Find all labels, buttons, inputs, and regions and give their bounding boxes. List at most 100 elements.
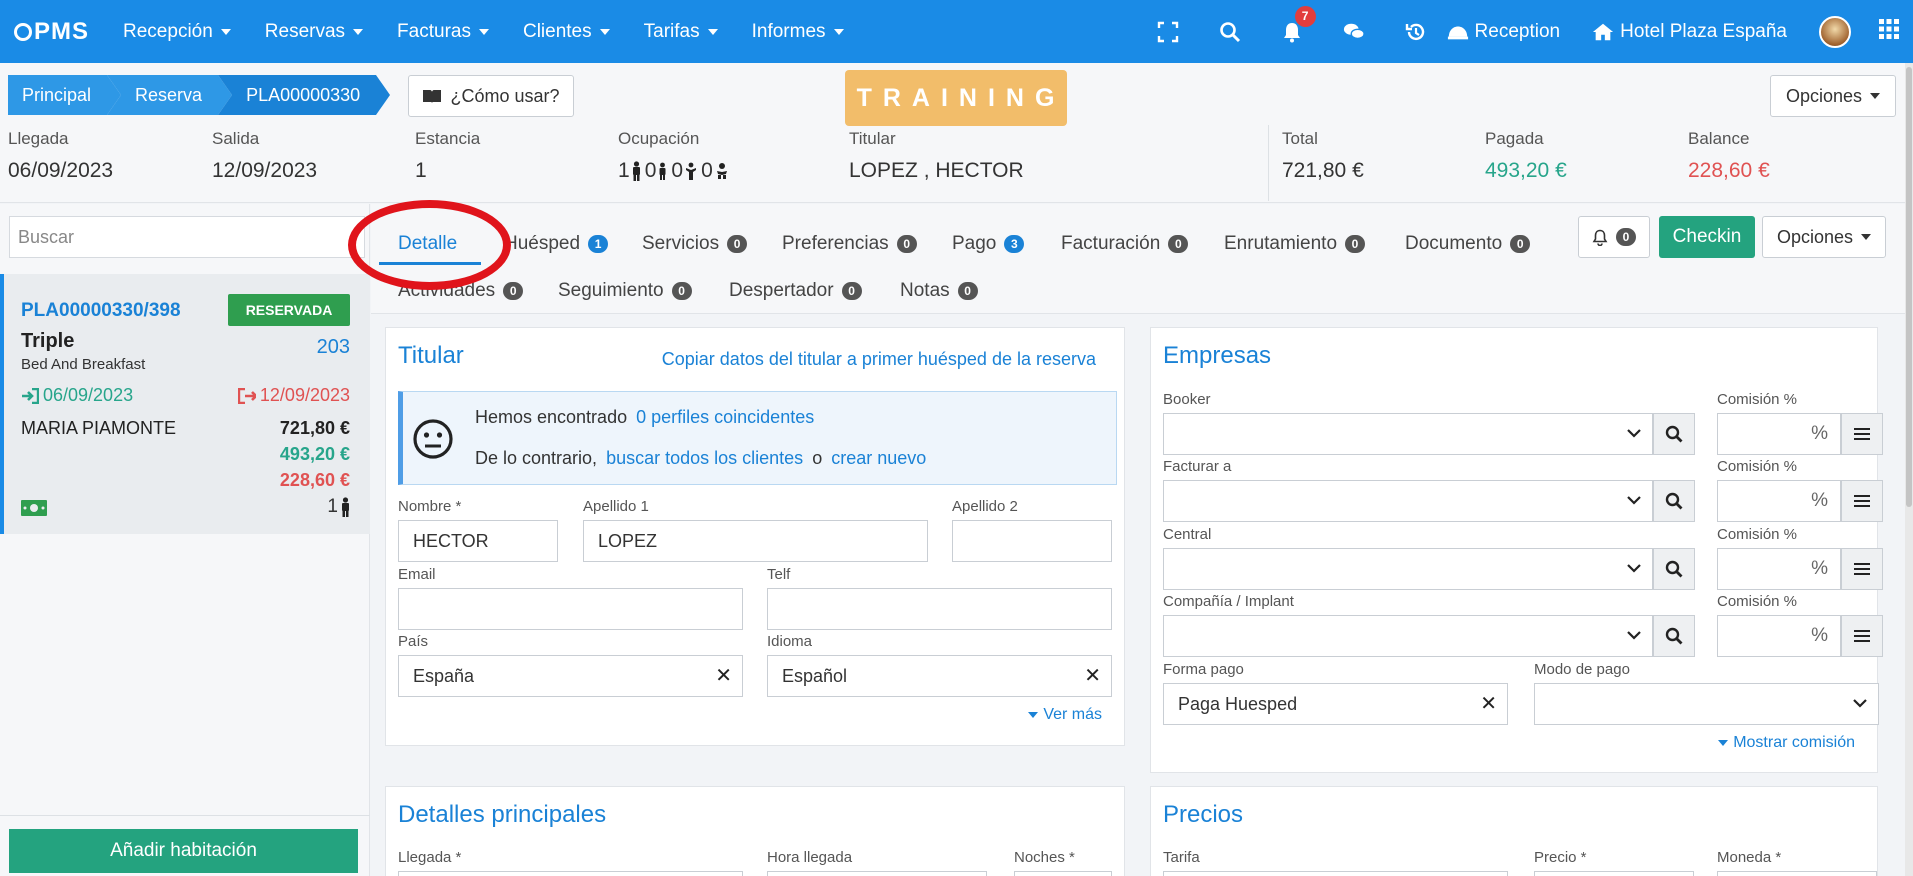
tab-huesped[interactable]: Huésped 1 xyxy=(504,233,609,255)
noches-field[interactable] xyxy=(1014,871,1112,876)
howto-button[interactable]: ¿Cómo usar? xyxy=(408,75,574,117)
clear-icon[interactable]: ✕ xyxy=(1480,693,1497,715)
room-number[interactable]: 203 xyxy=(316,336,350,358)
breadcrumb-principal[interactable]: Principal xyxy=(8,75,122,115)
summary-estancia: Estancia 1 xyxy=(415,129,481,182)
breadcrumb-reserva[interactable]: Reserva xyxy=(107,75,233,115)
facturar-select[interactable] xyxy=(1163,480,1653,522)
history-icon[interactable] xyxy=(1385,20,1447,43)
search-input[interactable]: Buscar xyxy=(9,216,365,258)
pais-select[interactable]: España ✕ xyxy=(398,655,743,697)
empresas-title: Empresas xyxy=(1163,342,1272,369)
add-room-button[interactable]: Añadir habitación xyxy=(9,829,358,873)
tarifa-select[interactable] xyxy=(1163,871,1508,876)
facturar-menu-button[interactable] xyxy=(1841,480,1883,522)
chat-icon[interactable] xyxy=(1323,20,1385,43)
children-count: 0 xyxy=(671,159,684,182)
summary-titular: Titular LOPEZ , HECTOR xyxy=(849,129,1024,182)
app-logo[interactable]: PMS xyxy=(14,18,89,46)
booker-search-button[interactable] xyxy=(1653,413,1695,455)
apellido1-field[interactable]: LOPEZ xyxy=(583,520,928,562)
bell-icon[interactable]: 7 xyxy=(1261,6,1323,43)
matching-profiles-link[interactable]: 0 perfiles coincidentes xyxy=(636,407,815,427)
menu-tarifas[interactable]: Tarifas xyxy=(644,21,718,43)
booker-comision-field[interactable]: % xyxy=(1717,413,1841,455)
menu-reservas[interactable]: Reservas xyxy=(265,21,364,43)
menu-recepcion[interactable]: Recepción xyxy=(123,21,231,43)
user-avatar[interactable] xyxy=(1819,15,1851,48)
summary-salida: Salida 12/09/2023 xyxy=(212,129,318,182)
summary-divider xyxy=(1268,125,1269,201)
tab-detalle[interactable]: Detalle xyxy=(398,233,458,254)
hamburger-icon xyxy=(1854,630,1870,642)
summary-pagada: Pagada 493,20 € xyxy=(1485,129,1567,182)
chevron-down-icon xyxy=(353,28,364,35)
apellido2-field[interactable] xyxy=(952,520,1112,562)
idioma-select[interactable]: Español ✕ xyxy=(767,655,1112,697)
search-icon[interactable] xyxy=(1199,20,1261,43)
page-scrollbar[interactable] xyxy=(1905,63,1913,876)
chevron-down-icon xyxy=(478,28,489,35)
hotel-selector[interactable]: Hotel Plaza España xyxy=(1592,21,1787,43)
central-select[interactable] xyxy=(1163,548,1653,590)
scrollbar-thumb[interactable] xyxy=(1906,67,1912,507)
email-field[interactable] xyxy=(398,588,743,630)
facturar-comision-field[interactable]: % xyxy=(1717,480,1841,522)
tab-pago[interactable]: Pago 3 xyxy=(952,233,1025,255)
central-menu-button[interactable] xyxy=(1841,548,1883,590)
compania-menu-button[interactable] xyxy=(1841,615,1883,657)
booker-menu-button[interactable] xyxy=(1841,413,1883,455)
tab-enrutamiento[interactable]: Enrutamiento 0 xyxy=(1224,233,1366,255)
central-comision-field[interactable]: % xyxy=(1717,548,1841,590)
forma-pago-select[interactable]: Paga Huesped ✕ xyxy=(1163,683,1508,725)
modo-pago-select[interactable] xyxy=(1534,683,1879,725)
search-icon xyxy=(1665,425,1683,443)
menu-informes[interactable]: Informes xyxy=(752,21,844,43)
telf-field[interactable] xyxy=(767,588,1112,630)
fullscreen-icon[interactable] xyxy=(1137,20,1199,43)
ver-mas-link[interactable]: Ver más xyxy=(1028,706,1102,724)
nombre-field[interactable]: HECTOR xyxy=(398,520,558,562)
tabs-options-button[interactable]: Opciones xyxy=(1762,216,1886,258)
tab-facturacion[interactable]: Facturación 0 xyxy=(1061,233,1189,255)
reservation-card[interactable]: PLA00000330/398 RESERVADA Triple 203 Bed… xyxy=(0,274,370,534)
alerts-button[interactable]: 0 xyxy=(1578,216,1650,258)
book-icon xyxy=(423,90,442,103)
compania-select[interactable] xyxy=(1163,615,1653,657)
central-search-button[interactable] xyxy=(1653,548,1695,590)
chevron-down-icon xyxy=(1627,564,1641,573)
checkin-button[interactable]: Checkin xyxy=(1659,216,1755,258)
sign-out-icon xyxy=(237,387,256,404)
header-options-button[interactable]: Opciones xyxy=(1770,75,1896,117)
chevron-down-icon xyxy=(1627,496,1641,505)
detalles-llegada-field[interactable] xyxy=(398,871,743,876)
tab-actividades[interactable]: Actividades 0 xyxy=(398,280,524,302)
hamburger-icon xyxy=(1854,563,1870,575)
tab-documento[interactable]: Documento 0 xyxy=(1405,233,1531,255)
search-all-clients-link[interactable]: buscar todos los clientes xyxy=(606,448,804,468)
menu-facturas[interactable]: Facturas xyxy=(397,21,489,43)
create-new-link[interactable]: crear nuevo xyxy=(831,448,927,468)
tab-preferencias[interactable]: Preferencias 0 xyxy=(782,233,917,255)
compania-comision-field[interactable]: % xyxy=(1717,615,1841,657)
precio-field[interactable] xyxy=(1534,871,1694,876)
copy-titular-link[interactable]: Copiar datos del titular a primer huéspe… xyxy=(661,349,1096,369)
apps-grid-icon[interactable] xyxy=(1879,19,1899,44)
clear-icon[interactable]: ✕ xyxy=(715,665,732,687)
tab-despertador[interactable]: Despertador 0 xyxy=(729,280,862,302)
tab-servicios[interactable]: Servicios 0 xyxy=(642,233,748,255)
mostrar-comision-link[interactable]: Mostrar comisión xyxy=(1718,734,1855,752)
compania-search-button[interactable] xyxy=(1653,615,1695,657)
booker-select[interactable] xyxy=(1163,413,1653,455)
clear-icon[interactable]: ✕ xyxy=(1084,665,1101,687)
facturar-search-button[interactable] xyxy=(1653,480,1695,522)
reservation-id[interactable]: PLA00000330/398 xyxy=(21,300,181,321)
hora-llegada-field[interactable] xyxy=(767,871,987,876)
tab-seguimiento[interactable]: Seguimiento 0 xyxy=(558,280,692,302)
status-badge: RESERVADA xyxy=(228,294,350,326)
moneda-select[interactable] xyxy=(1717,871,1877,876)
tab-notas[interactable]: Notas 0 xyxy=(900,280,978,302)
reservation-header: Principal Reserva PLA00000330 ¿Cómo usar… xyxy=(0,63,1913,203)
reception-selector[interactable]: Reception xyxy=(1447,21,1560,43)
menu-clientes[interactable]: Clientes xyxy=(523,21,610,43)
